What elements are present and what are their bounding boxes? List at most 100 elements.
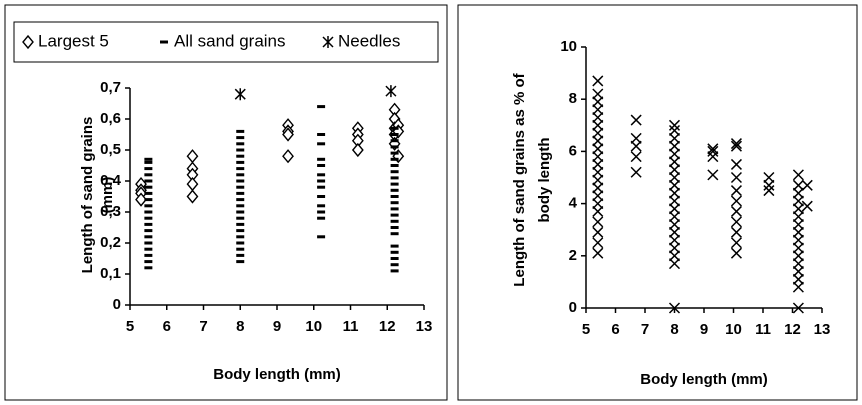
legend-marker: [22, 34, 34, 50]
point: [236, 154, 245, 158]
point: [351, 142, 364, 158]
point: [668, 140, 681, 152]
point: [236, 136, 245, 140]
point: [792, 218, 804, 231]
point: [792, 302, 804, 314]
point: [144, 241, 153, 245]
point: [317, 204, 326, 208]
point: [390, 188, 399, 192]
point: [144, 179, 153, 183]
legend-frame: [13, 21, 439, 63]
point: [144, 253, 153, 257]
point: [390, 157, 399, 161]
point: [390, 207, 399, 211]
point: [668, 195, 681, 207]
point: [592, 135, 604, 147]
point: [592, 111, 604, 124]
point: [144, 204, 153, 208]
point: [144, 173, 153, 177]
y-axis-label: Length of sand grains: [79, 117, 96, 274]
point: [390, 151, 399, 155]
point: [730, 138, 742, 150]
point: [592, 127, 604, 139]
point: [236, 241, 245, 245]
point: [668, 171, 681, 184]
x-tick-label: 8: [236, 318, 244, 335]
point: [668, 124, 681, 137]
point: [730, 205, 742, 217]
point: [668, 203, 681, 215]
y-axis-label: (mm): [99, 177, 116, 214]
point: [707, 143, 719, 155]
x-tick-label: 10: [725, 321, 742, 338]
point: [668, 218, 681, 231]
point: [792, 281, 804, 293]
point: [730, 185, 742, 197]
legend-label: All sand grains: [174, 31, 286, 50]
point: [792, 250, 804, 262]
point: [707, 169, 719, 181]
point: [236, 216, 245, 220]
point: [317, 216, 326, 220]
point: [186, 177, 199, 192]
x-tick-label: 10: [305, 318, 322, 335]
point: [144, 160, 153, 164]
y-tick-label: 0,1: [100, 265, 121, 282]
point: [234, 88, 246, 101]
point: [390, 219, 399, 223]
point: [317, 179, 326, 183]
point: [792, 226, 804, 238]
point: [390, 176, 399, 180]
x-tick-label: 13: [814, 321, 831, 338]
panel-frame: [457, 4, 858, 401]
y-tick-label: 0,5: [100, 141, 121, 158]
x-tick-label: 6: [611, 321, 619, 338]
point: [592, 237, 604, 249]
point: [236, 210, 245, 214]
point: [390, 139, 399, 143]
point: [668, 226, 681, 238]
y-tick-label: 4: [569, 195, 578, 212]
point: [317, 185, 326, 189]
point: [236, 198, 245, 202]
point: [236, 179, 245, 183]
point: [390, 232, 399, 236]
point: [144, 167, 153, 171]
point: [236, 260, 245, 264]
y-tick-label: 2: [569, 247, 577, 264]
point: [630, 132, 642, 144]
point: [317, 105, 326, 109]
x-tick-label: 13: [416, 318, 433, 335]
y-tick-label: 0: [569, 299, 577, 316]
point: [801, 179, 813, 191]
point: [630, 140, 642, 152]
point: [144, 260, 153, 264]
point: [730, 216, 742, 228]
point: [592, 247, 604, 259]
point: [668, 250, 681, 262]
point: [317, 235, 326, 239]
point: [390, 164, 399, 167]
y-tick-label: 0: [113, 296, 121, 313]
point: [390, 182, 399, 186]
point: [390, 263, 399, 267]
point: [282, 127, 294, 142]
point: [801, 200, 813, 212]
x-tick-label: 9: [700, 321, 708, 338]
point: [144, 210, 153, 214]
point: [144, 191, 153, 195]
point: [592, 198, 604, 210]
legend-marker: [322, 36, 334, 48]
point: [390, 170, 399, 174]
point: [236, 247, 245, 251]
point: [390, 250, 399, 254]
point: [707, 145, 719, 157]
point: [668, 156, 681, 168]
point: [236, 229, 245, 233]
x-tick-label: 9: [273, 318, 281, 335]
point: [792, 203, 804, 215]
x-tick-label: 8: [670, 321, 678, 338]
point: [317, 157, 326, 161]
point: [763, 185, 775, 197]
y-tick-label: 8: [569, 90, 577, 107]
